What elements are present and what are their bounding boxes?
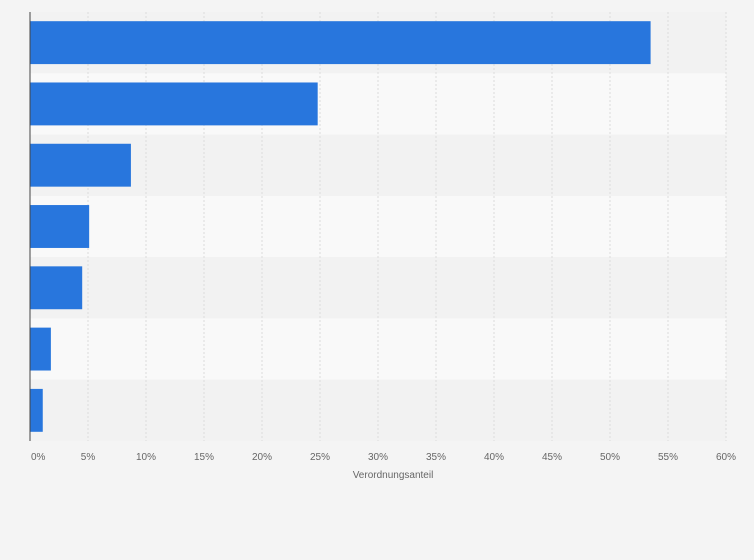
bar <box>30 205 90 248</box>
x-tick-label: 0% <box>31 452 46 463</box>
x-tick-label: 50% <box>600 452 620 463</box>
bar <box>30 388 43 432</box>
x-tick-label: 15% <box>194 452 214 463</box>
x-tick-label: 60% <box>716 452 736 463</box>
bar <box>30 327 51 371</box>
bar <box>30 143 131 187</box>
x-tick-label: 35% <box>426 452 446 463</box>
bar <box>30 82 318 126</box>
x-tick-label: 40% <box>484 452 504 463</box>
x-axis-title: Verordnungsanteil <box>353 470 434 481</box>
x-tick-label: 5% <box>81 452 96 463</box>
x-tick-label: 55% <box>658 452 678 463</box>
x-tick-label: 30% <box>368 452 388 463</box>
bar <box>30 266 83 310</box>
x-tick-label: 25% <box>310 452 330 463</box>
x-tick-label: 45% <box>542 452 562 463</box>
x-tick-label: 10% <box>136 452 156 463</box>
row-band <box>30 195 726 258</box>
x-tick-label: 20% <box>252 452 272 463</box>
bar <box>30 21 651 65</box>
